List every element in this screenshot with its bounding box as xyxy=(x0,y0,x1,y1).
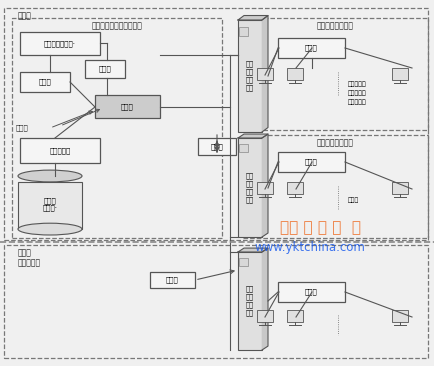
Ellipse shape xyxy=(18,170,82,182)
Bar xyxy=(85,60,125,78)
Text: 试验楼第一实验室: 试验楼第一实验室 xyxy=(317,21,354,30)
Text: 中央服务器: 中央服务器 xyxy=(49,147,71,154)
Ellipse shape xyxy=(18,223,82,235)
Text: 第五
微机
室管
理机: 第五 微机 室管 理机 xyxy=(246,172,254,203)
Text: 交换机: 交换机 xyxy=(305,159,318,165)
Bar xyxy=(286,310,303,322)
Text: 第三微机室: 第三微机室 xyxy=(348,90,367,96)
Polygon shape xyxy=(262,15,268,132)
Bar xyxy=(238,20,262,132)
Bar xyxy=(278,152,345,172)
Bar xyxy=(18,182,82,229)
Polygon shape xyxy=(262,134,268,237)
Bar xyxy=(238,138,262,237)
Text: www.yktchina.com: www.yktchina.com xyxy=(255,242,365,254)
Text: 学院数
据中心·: 学院数 据中心· xyxy=(43,197,57,212)
Bar xyxy=(12,18,222,238)
Text: 读卡器: 读卡器 xyxy=(166,277,179,283)
Text: 防火墙: 防火墙 xyxy=(16,125,29,131)
Bar xyxy=(391,68,408,80)
Bar xyxy=(95,95,160,118)
Text: 管理人员管理机·: 管理人员管理机· xyxy=(44,40,76,47)
Text: 微机室: 微机室 xyxy=(348,197,359,203)
Bar xyxy=(20,138,100,163)
Text: 三楼实验实训中心办公室: 三楼实验实训中心办公室 xyxy=(92,21,142,30)
Bar xyxy=(278,282,345,302)
Text: 交换机: 交换机 xyxy=(305,289,318,295)
Text: 第二微机室: 第二微机室 xyxy=(348,81,367,87)
Polygon shape xyxy=(238,15,268,20)
Bar xyxy=(278,38,345,58)
Polygon shape xyxy=(238,134,268,138)
Text: 打印机: 打印机 xyxy=(39,79,51,85)
Polygon shape xyxy=(262,248,268,350)
Text: 中国 一 卡 通  网: 中国 一 卡 通 网 xyxy=(279,220,361,235)
Bar xyxy=(239,144,248,152)
Bar xyxy=(286,182,303,194)
Text: 办公楼
第六微机室: 办公楼 第六微机室 xyxy=(18,248,41,268)
Bar xyxy=(391,182,408,194)
Text: 实验楼: 实验楼 xyxy=(18,11,32,20)
Text: 第六
微机
室管
理机: 第六 微机 室管 理机 xyxy=(246,285,254,317)
Bar xyxy=(238,252,262,350)
Text: 模拟器: 模拟器 xyxy=(121,103,134,110)
Bar xyxy=(256,182,273,194)
Bar xyxy=(20,72,70,92)
Bar xyxy=(243,18,428,130)
Text: 读卡器: 读卡器 xyxy=(210,143,224,150)
Text: 读卡器: 读卡器 xyxy=(99,66,112,72)
Text: 第一
微机
室管
理机: 第一 微机 室管 理机 xyxy=(246,60,254,92)
Bar xyxy=(256,68,273,80)
Bar xyxy=(20,32,100,55)
Bar xyxy=(239,258,248,266)
Bar xyxy=(4,8,428,240)
Bar xyxy=(4,245,428,358)
Bar xyxy=(239,27,248,36)
Bar xyxy=(391,310,408,322)
Bar xyxy=(256,310,273,322)
Bar xyxy=(150,272,195,288)
Bar xyxy=(243,135,428,238)
Bar xyxy=(198,138,236,155)
Text: 第四微机室: 第四微机室 xyxy=(348,99,367,105)
Polygon shape xyxy=(238,248,268,252)
Text: 实验楼第五微机室: 实验楼第五微机室 xyxy=(317,138,354,147)
Text: 交换机: 交换机 xyxy=(305,45,318,51)
Bar xyxy=(286,68,303,80)
